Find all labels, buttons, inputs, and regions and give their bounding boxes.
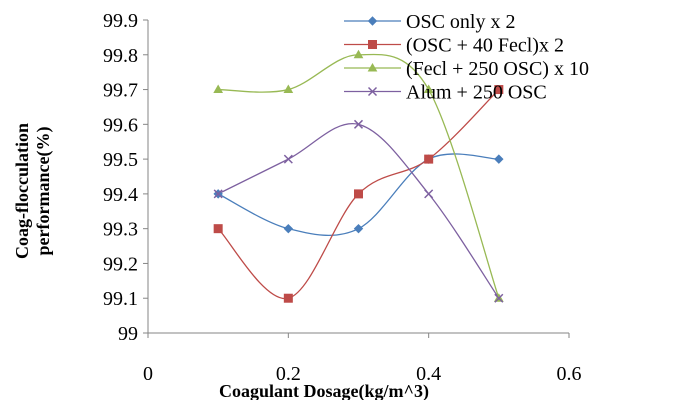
legend-item: (OSC + 40 Fecl)x 2 [344, 35, 564, 57]
legend-marker [368, 40, 377, 49]
data-point-series-2 [213, 224, 223, 234]
legend-marker [367, 62, 378, 72]
legend: OSC only x 2(OSC + 40 Fecl)x 2(Fecl + 25… [344, 11, 589, 104]
series-line-3 [218, 53, 500, 299]
data-point-series-1 [283, 223, 294, 234]
x-tick-label: 0.2 [276, 363, 301, 385]
legend-item: (Fecl + 250 OSC) x 10 [344, 58, 589, 80]
y-tick-label: 99.8 [103, 45, 138, 67]
data-point-series-4 [424, 189, 434, 199]
y-axis-title-line-2: performance(%) [33, 127, 54, 256]
y-tick-label: 99.2 [103, 253, 138, 275]
legend-item: Alum + 250 OSC [344, 82, 547, 104]
x-tick-label: 0.4 [416, 363, 441, 385]
legend-item: OSC only x 2 [344, 11, 515, 33]
y-axis-ticks: 99 99.1 99.2 99.3 99.4 99.5 99.6 99.7 99.8 99.9 [103, 10, 148, 345]
y-tick-label: 99.7 [103, 80, 138, 102]
data-point-series-4 [283, 154, 293, 164]
data-point-series-1 [494, 154, 504, 164]
x-tick-label: 0 [143, 363, 153, 385]
y-axis-title-line-1: Coag-flocculation [12, 123, 32, 259]
data-point-series-3 [423, 84, 434, 94]
legend-label: Alum + 250 OSC [406, 82, 547, 104]
data-point-series-2 [283, 293, 293, 303]
x-tick-label: 0.6 [557, 363, 582, 385]
data-point-series-4 [353, 119, 364, 129]
legend-label: OSC only x 2 [406, 11, 515, 33]
data-point-series-3 [283, 84, 294, 94]
data-point-series-4 [213, 189, 223, 199]
data-point-series-1 [353, 223, 364, 234]
y-tick-label: 99.1 [103, 288, 138, 310]
y-axis-title: Coag-flocculation performance(%) [12, 123, 54, 259]
data-point-series-3 [213, 84, 224, 94]
legend-label: (Fecl + 250 OSC) x 10 [406, 58, 589, 80]
legend-marker [367, 86, 378, 97]
data-point-series-2 [494, 85, 504, 95]
series-markers [213, 49, 504, 303]
y-tick-label: 99.3 [103, 219, 138, 241]
y-tick-label: 99.9 [103, 10, 138, 32]
data-point-series-2 [424, 154, 434, 164]
legend-marker [367, 16, 378, 26]
data-point-series-3 [353, 49, 364, 59]
legend-label: (OSC + 40 Fecl)x 2 [406, 35, 564, 57]
y-tick-label: 99.6 [103, 114, 138, 136]
data-point-series-4 [494, 293, 504, 303]
y-tick-label: 99.4 [103, 184, 138, 206]
series-line-4 [217, 122, 500, 299]
axes [147, 20, 569, 334]
y-tick-label: 99 [118, 323, 138, 345]
y-tick-label: 99.5 [103, 149, 138, 171]
data-point-series-2 [354, 189, 363, 199]
x-axis-ticks: 0 0.2 0.4 0.6 [143, 333, 582, 385]
x-axis-title: Coagulant Dosage(kg/m^3) [219, 381, 429, 400]
